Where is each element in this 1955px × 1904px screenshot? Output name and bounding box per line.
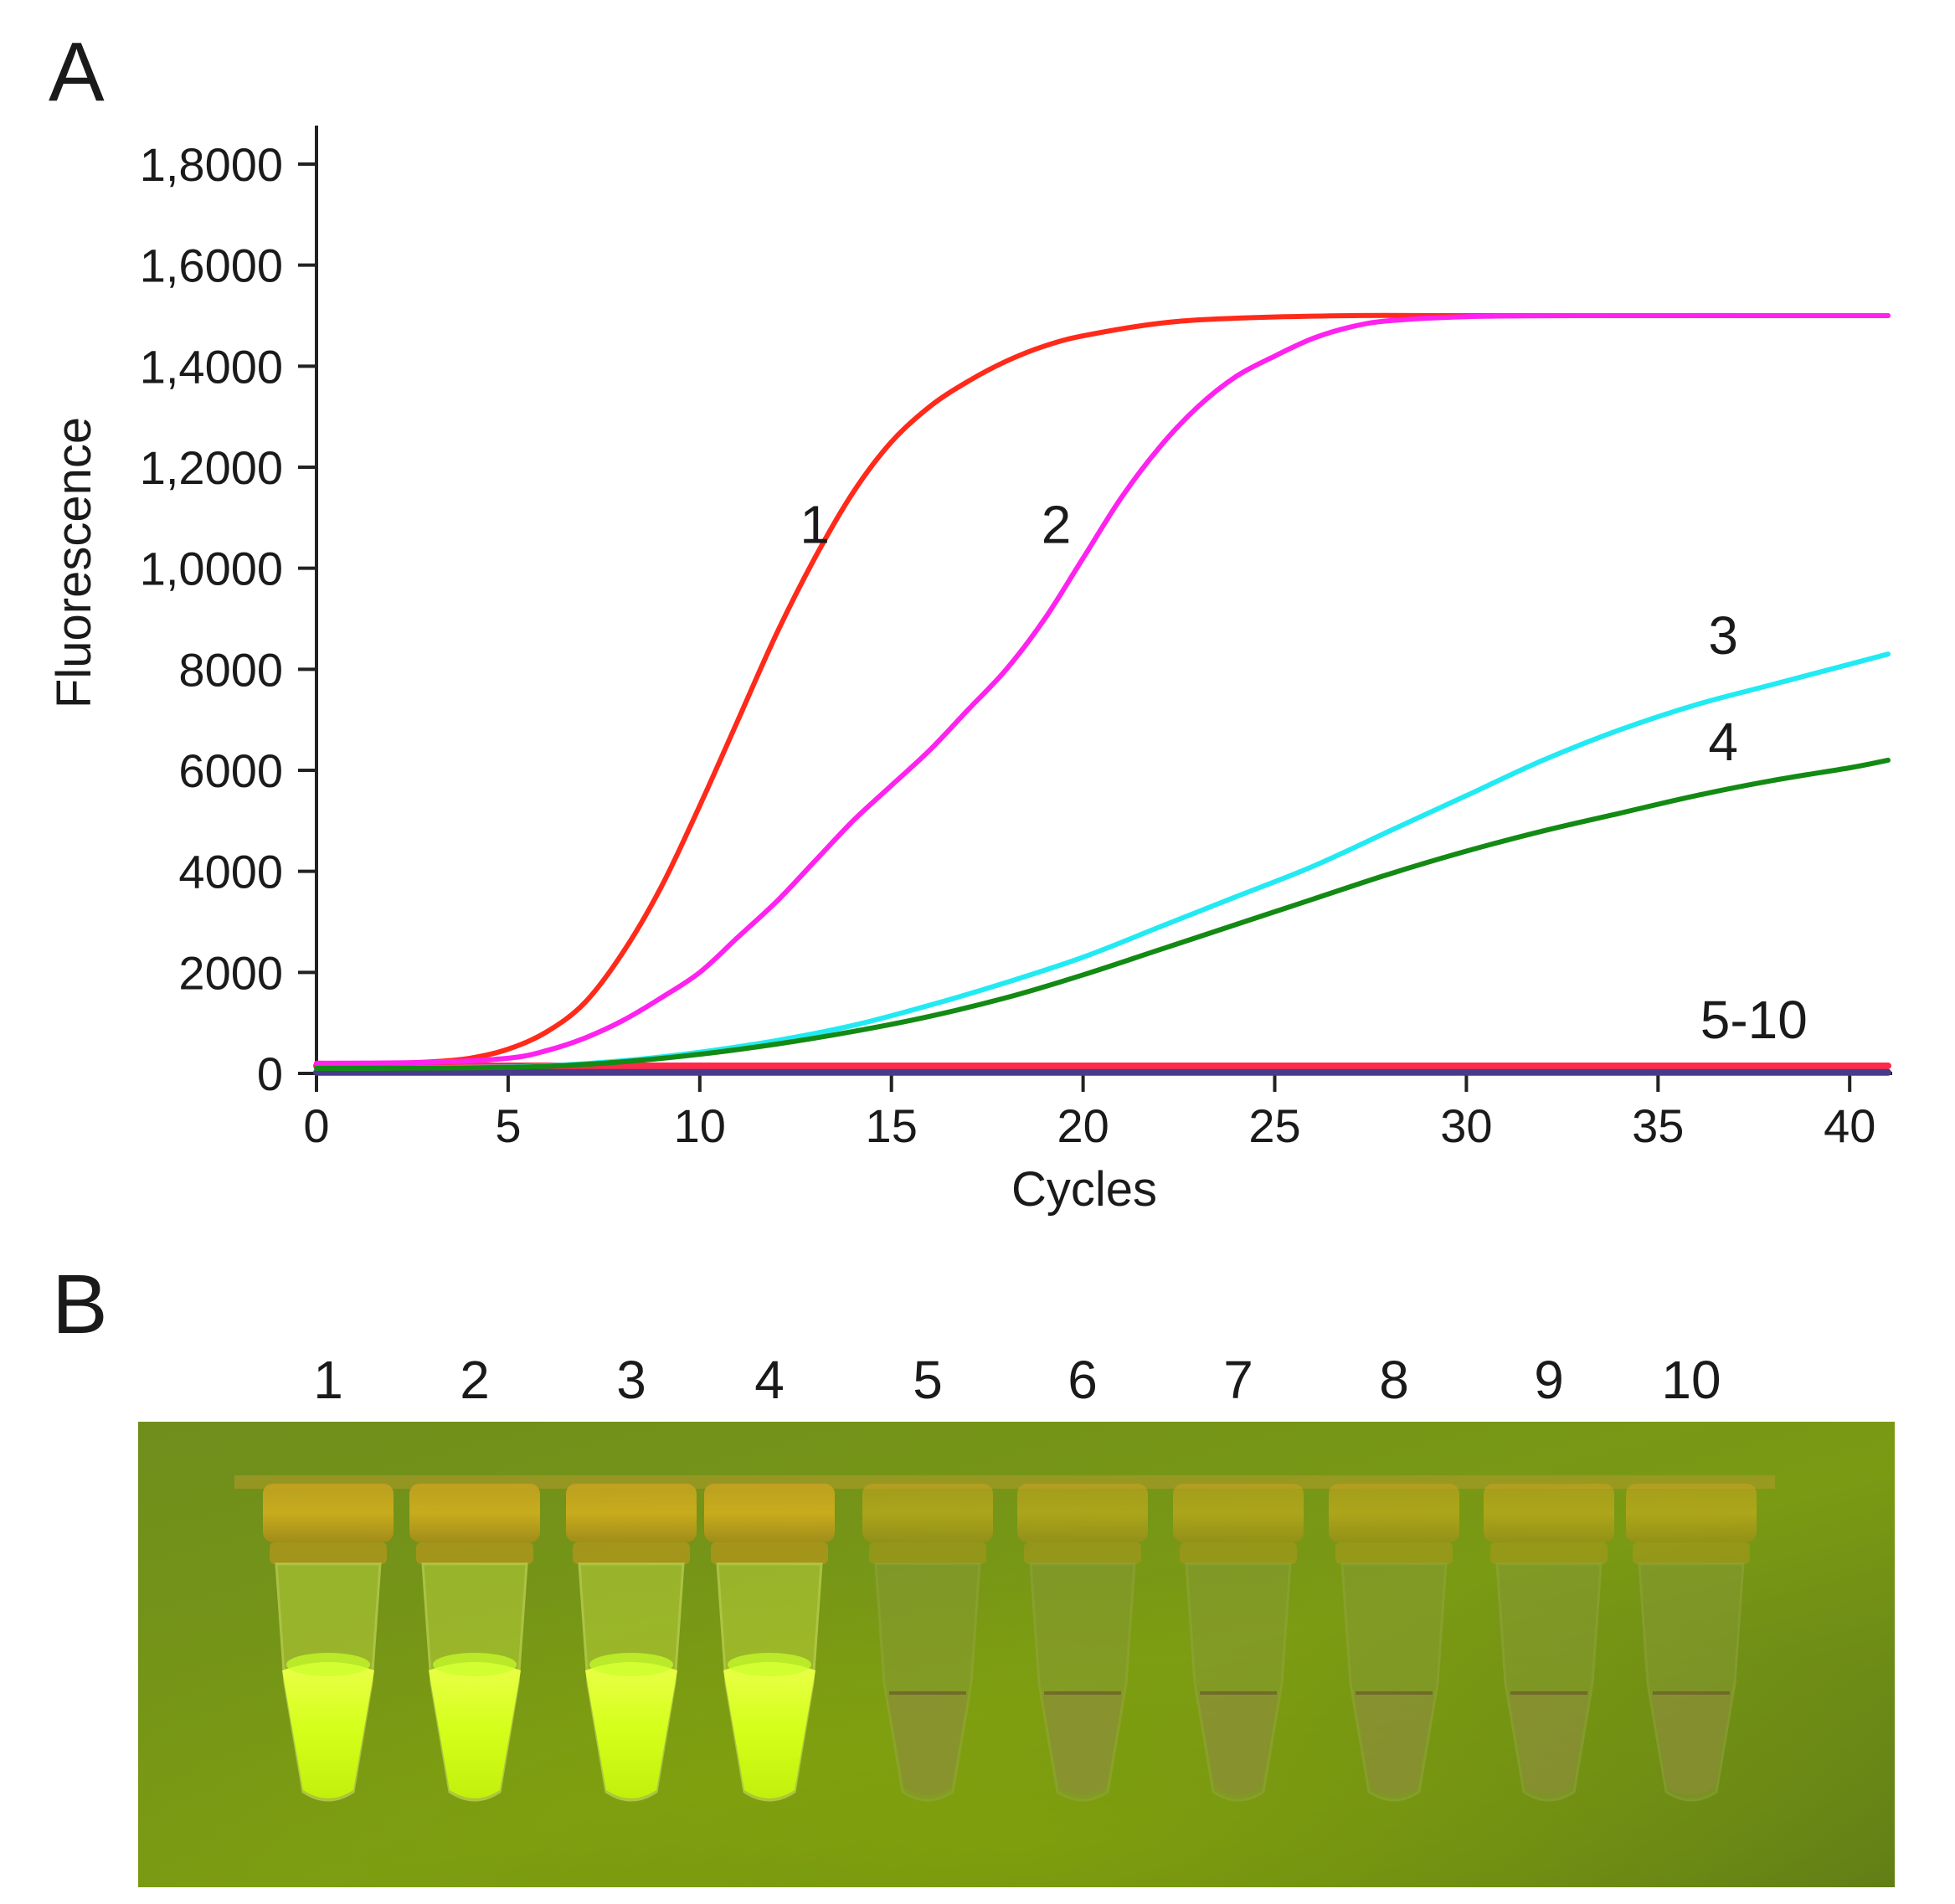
tube-liquid-fluorescent [429,1662,521,1799]
tube-collar [1633,1542,1750,1564]
tube-collar [1180,1542,1297,1564]
tube-meniscus [286,1653,370,1676]
tube-liquid-fluorescent [585,1662,677,1799]
tube-1 [263,1484,394,1802]
tube-label-3: 3 [616,1350,646,1410]
tube-5 [862,1484,993,1802]
amplification-chart: 0 2000 4000 6000 8000 1,0000 1,2000 1,4000 1,600… [47,126,1892,1217]
tube-10 [1626,1484,1757,1802]
tube-liquid [1198,1690,1278,1795]
y-tick-label: 1,0000 [140,543,283,595]
tube-liquid-fluorescent [282,1662,374,1799]
tubes [263,1484,1757,1802]
y-tick-label: 1,6000 [140,239,283,292]
x-tick-label: 40 [1824,1099,1875,1152]
x-tick-label: 20 [1057,1099,1109,1152]
tube-collar [573,1542,690,1564]
tube-cap [409,1484,540,1542]
tube-cap [1173,1484,1304,1542]
panel-b-label: B [52,1258,108,1351]
tube-labels: 1 2 3 4 5 6 7 8 9 10 [313,1350,1721,1410]
series-label-5-10: 5-10 [1700,990,1808,1050]
tube-9 [1484,1484,1614,1802]
x-tick-label: 0 [303,1099,329,1152]
tube-cap [1484,1484,1614,1542]
series-label-1: 1 [800,495,830,555]
x-tick-label: 5 [495,1099,521,1152]
x-tick-label: 15 [866,1099,918,1152]
tube-label-8: 8 [1379,1350,1409,1410]
tube-cap [862,1484,993,1542]
tube-meniscus [589,1653,673,1676]
y-tick-label: 2000 [178,946,283,999]
tube-cap [1017,1484,1148,1542]
tube-liquid [887,1690,968,1795]
series-line-1 [314,312,1891,1067]
tube-liquid [1651,1690,1731,1795]
tube-cap [1329,1484,1459,1542]
tube-label-2: 2 [460,1350,490,1410]
y-tick-label: 1,2000 [140,441,283,494]
x-ticks: 0 5 10 15 20 25 30 35 40 [303,1073,1875,1152]
tube-collar [416,1542,533,1564]
y-tick-label: 0 [257,1047,283,1100]
y-axis-label: Fluorescence [47,417,101,708]
tube-3 [566,1484,697,1802]
tube-cap [1626,1484,1757,1542]
tube-6 [1017,1484,1148,1802]
x-tick-label: 10 [674,1099,726,1152]
tube-7 [1173,1484,1304,1802]
tube-collar [1335,1542,1453,1564]
tube-label-4: 4 [754,1350,785,1410]
tube-label-5: 5 [913,1350,943,1410]
tube-8 [1329,1484,1459,1802]
tube-collar [711,1542,828,1564]
y-tick-label: 1,8000 [140,138,283,191]
tube-4 [704,1484,835,1802]
tube-label-9: 9 [1534,1350,1564,1410]
series-label-2: 2 [1042,495,1072,555]
tube-meniscus [433,1653,517,1676]
series-line-3 [314,651,1891,1071]
series-label-4: 4 [1708,712,1738,772]
tube-label-1: 1 [313,1350,343,1410]
x-tick-label: 35 [1632,1099,1684,1152]
tube-label-10: 10 [1661,1350,1721,1410]
series-lines [313,312,1891,1076]
tube-cap [263,1484,394,1542]
tube-cap [566,1484,697,1542]
y-tick-label: 4000 [178,846,283,898]
tube-collar [869,1542,986,1564]
tube-label-6: 6 [1068,1350,1098,1410]
tube-2 [409,1484,540,1802]
x-axis-label: Cycles [1011,1162,1157,1217]
panel-a-label: A [49,25,105,119]
tube-collar [1024,1542,1141,1564]
tube-meniscus [728,1653,811,1676]
tube-liquid-fluorescent [723,1662,815,1799]
series-line-4 [314,757,1891,1071]
series-labels: 1 2 3 4 5-10 [800,495,1807,1050]
tube-label-7: 7 [1223,1350,1253,1410]
x-tick-label: 30 [1440,1099,1492,1152]
tube-liquid [1509,1690,1589,1795]
tube-liquid [1042,1690,1123,1795]
y-ticks: 0 2000 4000 6000 8000 1,0000 1,2000 1,4000 1,600… [140,138,316,1100]
x-tick-label: 25 [1248,1099,1300,1152]
y-tick-label: 8000 [178,643,283,696]
series-line-2 [314,312,1891,1066]
tube-liquid [1354,1690,1434,1795]
series-label-3: 3 [1708,605,1738,666]
tube-cap [704,1484,835,1542]
tube-collar [270,1542,387,1564]
y-tick-label: 1,4000 [140,340,283,393]
tube-photo: 1 2 3 4 5 6 7 8 9 10 [138,1350,1895,1887]
tube-collar [1490,1542,1608,1564]
y-tick-label: 6000 [178,744,283,797]
